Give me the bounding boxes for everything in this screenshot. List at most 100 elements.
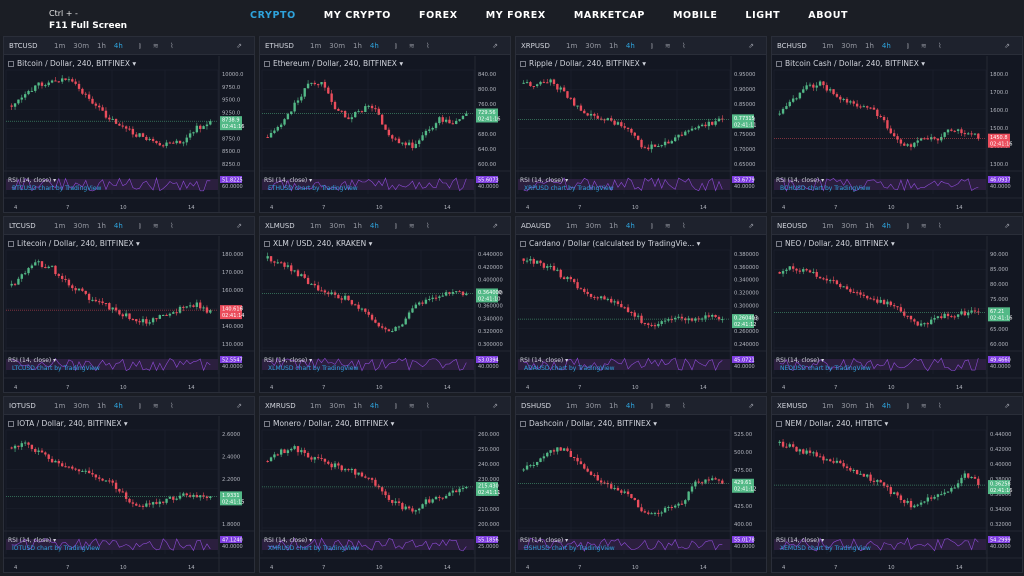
- candles-icon[interactable]: ⫾: [394, 221, 397, 230]
- tradingview-link[interactable]: XRPUSD chart by TradingView: [524, 185, 614, 192]
- chart-panel-iotusd[interactable]: IOTUSD1m30m1h4h⫾≋⌇⇗2.60002.40002.20002.0…: [3, 396, 255, 573]
- timeframe-1m-button[interactable]: 1m: [54, 401, 66, 410]
- candles-icon[interactable]: ⫾: [906, 221, 909, 230]
- indicators-icon[interactable]: ≋: [408, 401, 415, 410]
- price-chart[interactable]: 0.380000 0.360000 0.340000 0.320000 0.300000…: [516, 236, 766, 393]
- timeframe-1h-button[interactable]: 1h: [609, 401, 618, 410]
- candles-icon[interactable]: ⫾: [650, 41, 653, 50]
- timeframe-1m-button[interactable]: 1m: [822, 401, 834, 410]
- candles-icon[interactable]: ⫾: [138, 401, 141, 410]
- compare-icon[interactable]: ⌇: [682, 221, 686, 230]
- timeframe-30m-button[interactable]: 30m: [841, 221, 858, 230]
- timeframe-1h-button[interactable]: 1h: [865, 221, 874, 230]
- compare-icon[interactable]: ⌇: [170, 41, 174, 50]
- timeframe-1h-button[interactable]: 1h: [609, 221, 618, 230]
- timeframe-30m-button[interactable]: 30m: [73, 401, 90, 410]
- indicators-icon[interactable]: ≋: [920, 41, 927, 50]
- timeframe-1h-button[interactable]: 1h: [865, 401, 874, 410]
- fullscreen-icon[interactable]: ⇗: [748, 41, 754, 50]
- collapse-icon[interactable]: [520, 241, 526, 247]
- fullscreen-icon[interactable]: ⇗: [236, 41, 242, 50]
- candles-icon[interactable]: ⫾: [906, 401, 909, 410]
- collapse-icon[interactable]: [776, 421, 782, 427]
- fullscreen-icon[interactable]: ⇗: [748, 401, 754, 410]
- indicators-icon[interactable]: ≋: [920, 221, 927, 230]
- nav-item-light[interactable]: LIGHT: [745, 9, 781, 21]
- timeframe-1m-button[interactable]: 1m: [566, 221, 578, 230]
- timeframe-1m-button[interactable]: 1m: [310, 41, 322, 50]
- candles-icon[interactable]: ⫾: [138, 41, 141, 50]
- timeframe-1m-button[interactable]: 1m: [566, 401, 578, 410]
- price-chart[interactable]: 1800.01700.01600.01500.01400.01300.01450…: [772, 56, 1022, 213]
- timeframe-30m-button[interactable]: 30m: [329, 221, 346, 230]
- nav-item-my-forex[interactable]: MY FOREX: [485, 9, 546, 21]
- timeframe-1m-button[interactable]: 1m: [310, 221, 322, 230]
- symbol-input[interactable]: ETHUSD: [265, 41, 294, 50]
- collapse-icon[interactable]: [8, 61, 14, 67]
- symbol-input[interactable]: XEMUSD: [777, 401, 808, 410]
- price-chart[interactable]: 0.44000 0.42000 0.40000 0.38000 0.36000 0.340…: [772, 416, 1022, 573]
- timeframe-30m-button[interactable]: 30m: [585, 41, 602, 50]
- indicators-icon[interactable]: ≋: [408, 221, 415, 230]
- collapse-icon[interactable]: [520, 421, 526, 427]
- collapse-icon[interactable]: [264, 61, 270, 67]
- timeframe-1h-button[interactable]: 1h: [353, 401, 362, 410]
- timeframe-1h-button[interactable]: 1h: [609, 41, 618, 50]
- tradingview-link[interactable]: LTCUSD chart by TradingView: [12, 365, 100, 372]
- timeframe-4h-button[interactable]: 4h: [881, 221, 891, 230]
- nav-item-forex[interactable]: FOREX: [418, 9, 458, 21]
- timeframe-1h-button[interactable]: 1h: [353, 221, 362, 230]
- candles-icon[interactable]: ⫾: [906, 41, 909, 50]
- collapse-icon[interactable]: [8, 241, 14, 247]
- nav-item-crypto[interactable]: CRYPTO: [250, 9, 296, 21]
- tradingview-link[interactable]: BTCUSD chart by TradingView: [12, 185, 102, 192]
- symbol-input[interactable]: XLMUSD: [265, 221, 295, 230]
- timeframe-4h-button[interactable]: 4h: [113, 41, 123, 50]
- indicators-icon[interactable]: ≋: [152, 401, 159, 410]
- indicators-icon[interactable]: ≋: [152, 221, 159, 230]
- collapse-icon[interactable]: [520, 61, 526, 67]
- indicators-icon[interactable]: ≋: [664, 41, 671, 50]
- price-chart[interactable]: 90.00085.00080.00075.00070.00065.00060.0…: [772, 236, 1022, 393]
- timeframe-1m-button[interactable]: 1m: [54, 41, 66, 50]
- tradingview-link[interactable]: IOTUSD chart by TradingView: [12, 545, 100, 552]
- fullscreen-icon[interactable]: ⇗: [1004, 41, 1010, 50]
- timeframe-4h-button[interactable]: 4h: [113, 401, 123, 410]
- price-chart[interactable]: 840.00800.00760.00720.00680.00640.00600.…: [260, 56, 510, 213]
- symbol-input[interactable]: XMRUSD: [265, 401, 296, 410]
- fullscreen-icon[interactable]: ⇗: [748, 221, 754, 230]
- tradingview-link[interactable]: BCHUSD chart by TradingView: [780, 185, 871, 192]
- timeframe-4h-button[interactable]: 4h: [113, 221, 123, 230]
- timeframe-1h-button[interactable]: 1h: [353, 41, 362, 50]
- chart-panel-xemusd[interactable]: XEMUSD 1m 30m 1h 4h ⫾ ≋ ⌇ ⇗ 0.44000 0.42000 0.40000…: [771, 396, 1023, 573]
- symbol-input[interactable]: DSHUSD: [521, 401, 552, 410]
- indicators-icon[interactable]: ≋: [664, 221, 671, 230]
- timeframe-4h-button[interactable]: 4h: [625, 221, 635, 230]
- nav-item-my-crypto[interactable]: MY CRYPTO: [323, 9, 391, 21]
- price-chart[interactable]: 260.000250.000240.000230.000220.000210.0…: [260, 416, 510, 573]
- timeframe-1h-button[interactable]: 1h: [97, 221, 106, 230]
- price-chart[interactable]: 0.4400000.4200000.4000000.3800000.360000…: [260, 236, 510, 393]
- chart-panel-ltcusd[interactable]: LTCUSD 1m 30m 1h 4h ⫾ ≋ ⌇ ⇗ 180.000 170.000 160.000…: [3, 216, 255, 393]
- timeframe-1m-button[interactable]: 1m: [566, 41, 578, 50]
- symbol-input[interactable]: LTCUSD: [9, 221, 36, 230]
- compare-icon[interactable]: ⌇: [938, 221, 942, 230]
- symbol-input[interactable]: XRPUSD: [521, 41, 550, 50]
- candles-icon[interactable]: ⫾: [650, 221, 653, 230]
- tradingview-link[interactable]: XMRUSD chart by TradingView: [268, 545, 360, 552]
- chart-panel-ethusd[interactable]: ETHUSD1m30m1h4h⫾≋⌇⇗840.00800.00760.00720…: [259, 36, 511, 213]
- chart-panel-neousd[interactable]: NEOUSD 1m 30m 1h 4h ⫾ ≋ ⌇ ⇗ 90.000 85.000 80.000 75.…: [771, 216, 1023, 393]
- symbol-input[interactable]: BCHUSD: [777, 41, 807, 50]
- compare-icon[interactable]: ⌇: [682, 401, 686, 410]
- timeframe-30m-button[interactable]: 30m: [585, 221, 602, 230]
- timeframe-4h-button[interactable]: 4h: [369, 401, 379, 410]
- symbol-input[interactable]: BTCUSD: [9, 41, 38, 50]
- fullscreen-icon[interactable]: ⇗: [492, 401, 498, 410]
- timeframe-30m-button[interactable]: 30m: [73, 41, 90, 50]
- timeframe-1m-button[interactable]: 1m: [822, 41, 834, 50]
- timeframe-30m-button[interactable]: 30m: [329, 41, 346, 50]
- chart-panel-btcusd[interactable]: BTCUSD 1m 30m 1h 4h ⫾ ≋ ⌇ ⇗ 10000.0 9750.0 9500.0 92…: [3, 36, 255, 213]
- collapse-icon[interactable]: [776, 241, 782, 247]
- fullscreen-icon[interactable]: ⇗: [492, 221, 498, 230]
- timeframe-30m-button[interactable]: 30m: [585, 401, 602, 410]
